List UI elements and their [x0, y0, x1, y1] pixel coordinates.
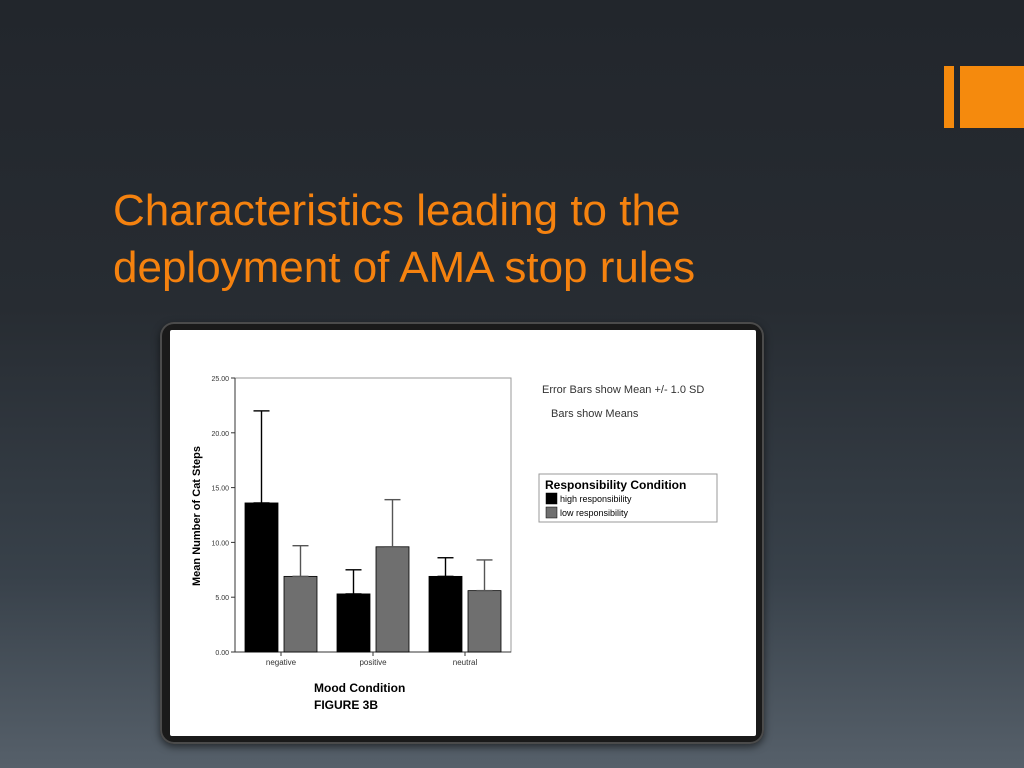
- x-ticks: negative positive neutral: [266, 652, 478, 667]
- legend-box: [538, 473, 718, 523]
- slide-title-line-1: Characteristics leading to the: [113, 186, 681, 235]
- bar-low-responsibility-negative: [283, 575, 318, 653]
- legend-swatch-high: [545, 492, 558, 505]
- bars: [244, 502, 502, 653]
- y-tick-label: 0.00: [215, 650, 229, 657]
- accent-bar-thin: [944, 66, 954, 128]
- legend-title: Responsibility Condition: [545, 478, 686, 492]
- x-tick-label-positive: positive: [359, 658, 387, 667]
- bar-high-responsibility-neutral: [428, 575, 463, 653]
- bar-high-responsibility-positive: [336, 593, 371, 653]
- bar-low-responsibility-neutral: [467, 590, 502, 653]
- y-tick-label: 10.00: [211, 540, 229, 547]
- slide-title-line-2: deployment of AMA stop rules: [113, 243, 696, 292]
- y-axis-label: Mean Number of Cat Steps: [191, 446, 203, 586]
- legend-label-high: high responsibility: [560, 494, 632, 504]
- error-bars: [253, 410, 493, 595]
- y-tick-label: 25.00: [211, 376, 229, 383]
- y-tick-label: 15.00: [211, 486, 229, 493]
- y-ticks: 0.00 5.00 10.00 15.00 20.00 25.00: [211, 376, 235, 657]
- legend: Responsibility Condition high responsibi…: [538, 473, 718, 523]
- error-bars-note: Error Bars show Mean +/- 1.0 SD: [542, 384, 704, 396]
- legend-swatch-low: [545, 506, 558, 519]
- bars-note: Bars show Means: [551, 408, 639, 420]
- x-tick-label-neutral: neutral: [453, 658, 478, 667]
- y-tick-label: 20.00: [211, 431, 229, 438]
- x-axis-label: Mood Condition: [314, 681, 405, 695]
- bar-low-responsibility-positive: [375, 546, 410, 653]
- legend-label-low: low responsibility: [560, 508, 629, 518]
- accent-bar-block: [960, 66, 1024, 128]
- slide-title: Characteristics leading to the deploymen…: [113, 182, 873, 296]
- bar-chart: 0.00 5.00 10.00 15.00 20.00 25.00 negative pos…: [191, 376, 718, 712]
- y-tick-label: 5.00: [215, 595, 229, 602]
- x-tick-label-negative: negative: [266, 658, 297, 667]
- figure-caption: FIGURE 3B: [314, 698, 378, 712]
- bar-high-responsibility-negative: [244, 502, 279, 653]
- figure-panel: 0.00 5.00 10.00 15.00 20.00 25.00 negative pos…: [170, 330, 756, 736]
